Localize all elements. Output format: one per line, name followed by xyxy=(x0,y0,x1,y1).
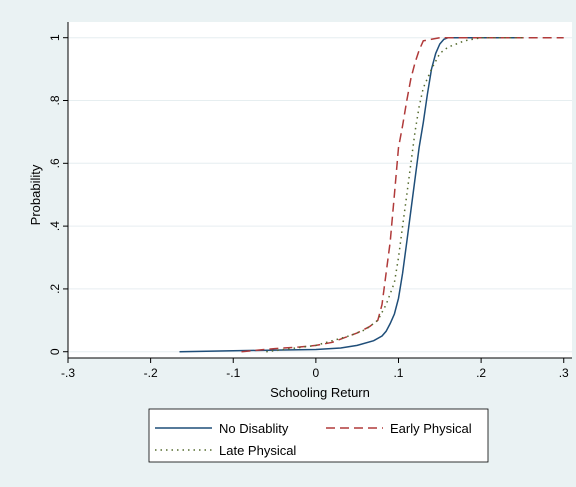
x-tick-label: -.3 xyxy=(61,366,75,380)
plot-area xyxy=(68,22,572,358)
x-tick-label: -.2 xyxy=(144,366,158,380)
legend-label-late-physical: Late Physical xyxy=(219,443,296,458)
legend-label-early-physical: Early Physical xyxy=(390,421,472,436)
y-tick-label: .4 xyxy=(48,221,62,231)
y-tick-label: .6 xyxy=(48,158,62,168)
y-tick-label: 0 xyxy=(48,348,62,355)
series-line-2 xyxy=(266,36,523,353)
y-tick-label: 1 xyxy=(48,34,62,41)
x-tick-label: -.1 xyxy=(226,366,240,380)
x-tick-label: .2 xyxy=(476,366,486,380)
y-tick-label: .2 xyxy=(48,284,62,294)
x-tick-label: 0 xyxy=(313,366,320,380)
x-tick-label: .3 xyxy=(559,366,569,380)
legend-label-no-disability: No Disablity xyxy=(219,421,289,436)
series-layer xyxy=(179,36,564,353)
axes: 0 .2 .4 .6 .8 1 -.3 -.2 -.1 0 .1 .2 .3 xyxy=(48,22,572,380)
series-line-0 xyxy=(179,36,523,353)
legend: No Disablity Early Physical Late Physica… xyxy=(148,408,489,463)
x-tick-label: .1 xyxy=(393,366,403,380)
y-axis-label: Probability xyxy=(28,164,43,225)
series-line-1 xyxy=(241,36,564,353)
x-axis-label: Schooling Return xyxy=(270,385,370,400)
legend-box xyxy=(148,408,489,463)
y-tick-label: .8 xyxy=(48,95,62,105)
